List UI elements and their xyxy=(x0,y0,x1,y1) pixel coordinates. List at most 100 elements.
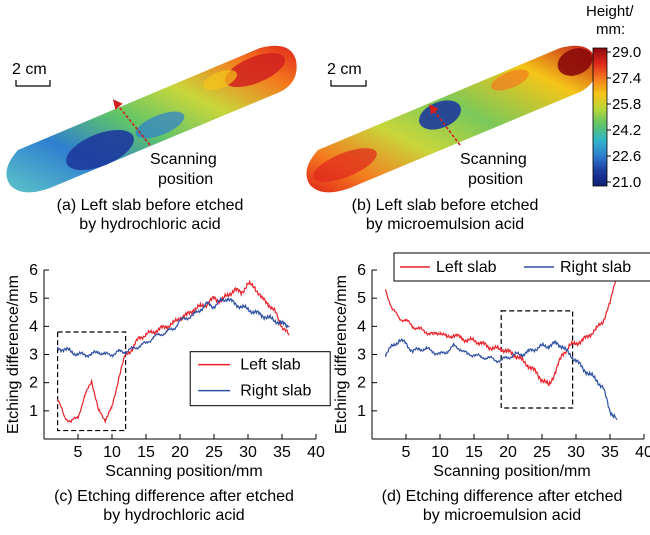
scanning-arrow-b xyxy=(429,104,461,146)
data-point-left-slab xyxy=(199,306,201,308)
x-tick-label: 5 xyxy=(74,444,83,461)
legend-label: Left slab xyxy=(240,357,301,374)
data-point-left-slab xyxy=(398,317,400,319)
data-point-right-slab xyxy=(267,317,269,319)
data-point-left-slab xyxy=(91,379,93,381)
caption-a-line1: (a) Left slab before etched xyxy=(57,197,244,214)
x-tick-label: 15 xyxy=(465,444,483,461)
y-axis-label: Etching difference/mm xyxy=(5,275,22,434)
caption-line2: by hydrochloric acid xyxy=(103,507,244,524)
position-label-b: position xyxy=(468,171,523,188)
data-point-left-slab xyxy=(227,294,229,296)
data-point-left-slab xyxy=(432,334,434,336)
colorbar-title-line1: Height/ xyxy=(586,3,634,20)
data-point-left-slab xyxy=(527,365,530,367)
x-tick-label: 35 xyxy=(273,444,291,461)
data-point-left-slab xyxy=(425,331,427,333)
legend-label: Right slab xyxy=(560,259,631,276)
data-point-right-slab xyxy=(125,351,127,353)
caption-b-line1: (b) Left slab before etched xyxy=(352,197,539,214)
data-point-right-slab xyxy=(541,345,543,347)
data-point-right-slab xyxy=(466,353,468,356)
data-point-right-slab xyxy=(152,337,154,339)
colorbar-tick-label: 22.6 xyxy=(612,148,641,165)
data-point-left-slab xyxy=(561,353,564,356)
data-point-right-slab xyxy=(227,297,229,299)
data-point-right-slab xyxy=(568,353,570,356)
data-point-right-slab xyxy=(398,339,400,342)
data-point-right-slab xyxy=(432,351,434,353)
highlight-box xyxy=(56,331,127,432)
data-point-left-slab xyxy=(172,322,174,325)
data-point-right-slab xyxy=(493,359,495,361)
data-point-left-slab xyxy=(63,415,65,418)
data-point-right-slab xyxy=(595,379,598,381)
data-point-left-slab xyxy=(233,289,235,291)
data-point-left-slab xyxy=(446,337,448,339)
data-point-right-slab xyxy=(77,353,79,356)
legend-label: Left slab xyxy=(436,259,497,276)
data-point-right-slab xyxy=(602,387,604,389)
data-point-right-slab xyxy=(385,353,387,356)
data-point-right-slab xyxy=(487,356,489,358)
data-point-right-slab xyxy=(609,410,611,412)
data-point-left-slab xyxy=(261,297,263,299)
colorbar-tick-label: 25.8 xyxy=(612,96,641,113)
data-point-left-slab xyxy=(541,379,543,381)
colorbar-title-line2: mm: xyxy=(596,21,625,38)
data-point-right-slab xyxy=(480,356,482,358)
data-point-right-slab xyxy=(521,353,523,356)
data-point-right-slab xyxy=(70,351,72,353)
data-point-right-slab xyxy=(561,345,564,347)
data-point-right-slab xyxy=(247,308,249,311)
y-tick-label: 5 xyxy=(357,290,366,307)
caption-line1: (c) Etching difference after etched xyxy=(54,488,294,505)
data-point-left-slab xyxy=(186,314,188,316)
x-tick-label: 20 xyxy=(499,444,517,461)
data-point-right-slab xyxy=(575,359,577,361)
colorbar-tick-label: 27.4 xyxy=(612,70,641,87)
legend-box xyxy=(393,252,650,282)
data-point-right-slab xyxy=(111,353,113,356)
data-point-left-slab xyxy=(493,348,495,350)
data-point-left-slab xyxy=(213,297,215,299)
colorbar-gradient xyxy=(592,47,608,187)
data-point-left-slab xyxy=(500,348,502,350)
data-point-left-slab xyxy=(240,291,242,294)
data-point-left-slab xyxy=(405,320,407,322)
data-point-left-slab xyxy=(77,415,79,418)
data-point-right-slab xyxy=(507,356,509,358)
data-point-right-slab xyxy=(138,345,140,347)
data-point-right-slab xyxy=(199,308,201,311)
data-point-left-slab xyxy=(159,328,161,330)
series-line-right-slab xyxy=(385,337,618,420)
scale-bar-b: 2 cm xyxy=(327,61,367,87)
slab-image-a xyxy=(6,45,297,193)
series-line-left-slab xyxy=(57,279,290,425)
data-point-right-slab xyxy=(84,353,86,356)
data-point-right-slab xyxy=(261,314,263,316)
y-tick-label: 1 xyxy=(29,403,38,420)
y-tick-label: 4 xyxy=(29,318,38,335)
data-point-right-slab xyxy=(193,314,195,316)
data-point-right-slab xyxy=(527,351,530,353)
y-tick-label: 1 xyxy=(357,403,366,420)
caption-line1: (d) Etching difference after etched xyxy=(382,488,623,505)
colorbar-tick-label: 29.0 xyxy=(612,44,641,61)
data-point-right-slab xyxy=(233,303,235,305)
data-point-left-slab xyxy=(473,339,475,342)
legend-label: Right slab xyxy=(240,383,311,400)
data-point-left-slab xyxy=(145,334,147,336)
data-point-right-slab xyxy=(57,348,59,350)
data-point-left-slab xyxy=(480,342,482,344)
data-point-right-slab xyxy=(240,306,242,308)
series-line-left-slab xyxy=(385,272,618,387)
data-point-right-slab xyxy=(97,351,99,353)
data-point-right-slab xyxy=(281,322,283,325)
data-point-left-slab xyxy=(412,325,414,327)
data-point-left-slab xyxy=(391,308,393,311)
data-point-right-slab xyxy=(165,331,167,333)
x-tick-label: 35 xyxy=(601,444,619,461)
data-point-right-slab xyxy=(446,351,448,353)
data-point-right-slab xyxy=(616,418,618,420)
